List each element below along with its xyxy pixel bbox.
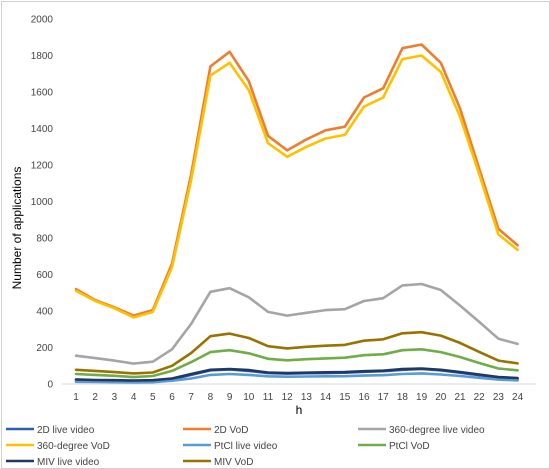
x-tick-label: 19 <box>416 392 428 403</box>
series-line <box>74 282 519 365</box>
series-line <box>74 367 519 382</box>
y-tick-label: 800 <box>36 234 53 245</box>
y-tick-label: 400 <box>36 307 53 318</box>
legend-item: 360-degree VoD <box>6 441 110 452</box>
x-tick-label: 7 <box>188 392 194 403</box>
series-line <box>74 43 519 317</box>
y-tick-label: 1400 <box>31 124 54 135</box>
x-tick-label: 1 <box>73 392 79 403</box>
y-tick-label: 600 <box>36 270 53 281</box>
legend-label: 2D live video <box>37 425 95 436</box>
x-tick-label: 6 <box>169 392 175 403</box>
legend-item: PtCl live video <box>183 441 278 452</box>
x-tick-label: 21 <box>454 392 466 403</box>
y-tick-label: 1600 <box>31 88 54 99</box>
x-tick-label: 22 <box>474 392 486 403</box>
x-tick-label: 9 <box>227 392 233 403</box>
y-tick-label: 1200 <box>31 161 54 172</box>
y-tick-label: 2000 <box>31 15 54 26</box>
y-tick-label: 1000 <box>31 197 54 208</box>
x-tick-label: 12 <box>282 392 294 403</box>
legend-item: 2D live video <box>6 425 95 436</box>
x-tick-label: 2 <box>92 392 98 403</box>
series-line <box>74 372 519 384</box>
x-tick-label: 3 <box>112 392 118 403</box>
legend-label: PtCl live video <box>214 441 278 452</box>
x-tick-label: 13 <box>301 392 313 403</box>
legend: 2D live video 2D VoD 360-degree live video… <box>6 425 485 468</box>
y-axis-ticks: 0 200 400 600 800 1000 1200 1400 1600 1800 2000 <box>31 15 54 391</box>
x-tick-label: 20 <box>435 392 447 403</box>
y-tick-label: 200 <box>36 343 53 354</box>
x-tick-label: 24 <box>512 392 524 403</box>
x-tick-label: 11 <box>263 392 274 403</box>
series-line <box>74 54 519 319</box>
series-lines <box>74 43 519 384</box>
series-line <box>74 347 519 379</box>
y-axis-title: Number of applications <box>10 167 24 290</box>
legend-label: PtCl VoD <box>389 441 430 452</box>
legend-item: 360-degree live video <box>358 425 485 436</box>
legend-label: 360-degree live video <box>389 425 485 436</box>
x-tick-label: 15 <box>339 392 351 403</box>
x-tick-label: 5 <box>150 392 156 403</box>
legend-label: 360-degree VoD <box>37 441 110 452</box>
legend-item: 2D VoD <box>183 425 248 436</box>
x-tick-label: 17 <box>378 392 390 403</box>
x-axis-ticks: 1 2 3 4 5 6 7 8 9 10 11 12 13 14 15 16 17 18 19 20 21 22 23 24 <box>73 392 523 403</box>
legend-label: 2D VoD <box>214 425 248 436</box>
x-tick-label: 4 <box>131 392 137 403</box>
x-tick-label: 18 <box>397 392 409 403</box>
x-tick-label: 14 <box>320 392 332 403</box>
x-tick-label: 16 <box>358 392 370 403</box>
legend-label: MIV live video <box>37 457 100 468</box>
legend-label: MIV VoD <box>214 457 253 468</box>
x-tick-label: 23 <box>493 392 505 403</box>
y-tick-label: 1800 <box>31 51 54 62</box>
legend-item: PtCl VoD <box>358 441 430 452</box>
y-tick-label: 0 <box>47 380 53 391</box>
x-tick-label: 8 <box>208 392 214 403</box>
legend-item: MIV VoD <box>183 457 253 468</box>
x-axis-title: h <box>296 403 303 417</box>
series-line <box>74 330 519 375</box>
x-tick-label: 10 <box>243 392 255 403</box>
legend-item: MIV live video <box>6 457 100 468</box>
